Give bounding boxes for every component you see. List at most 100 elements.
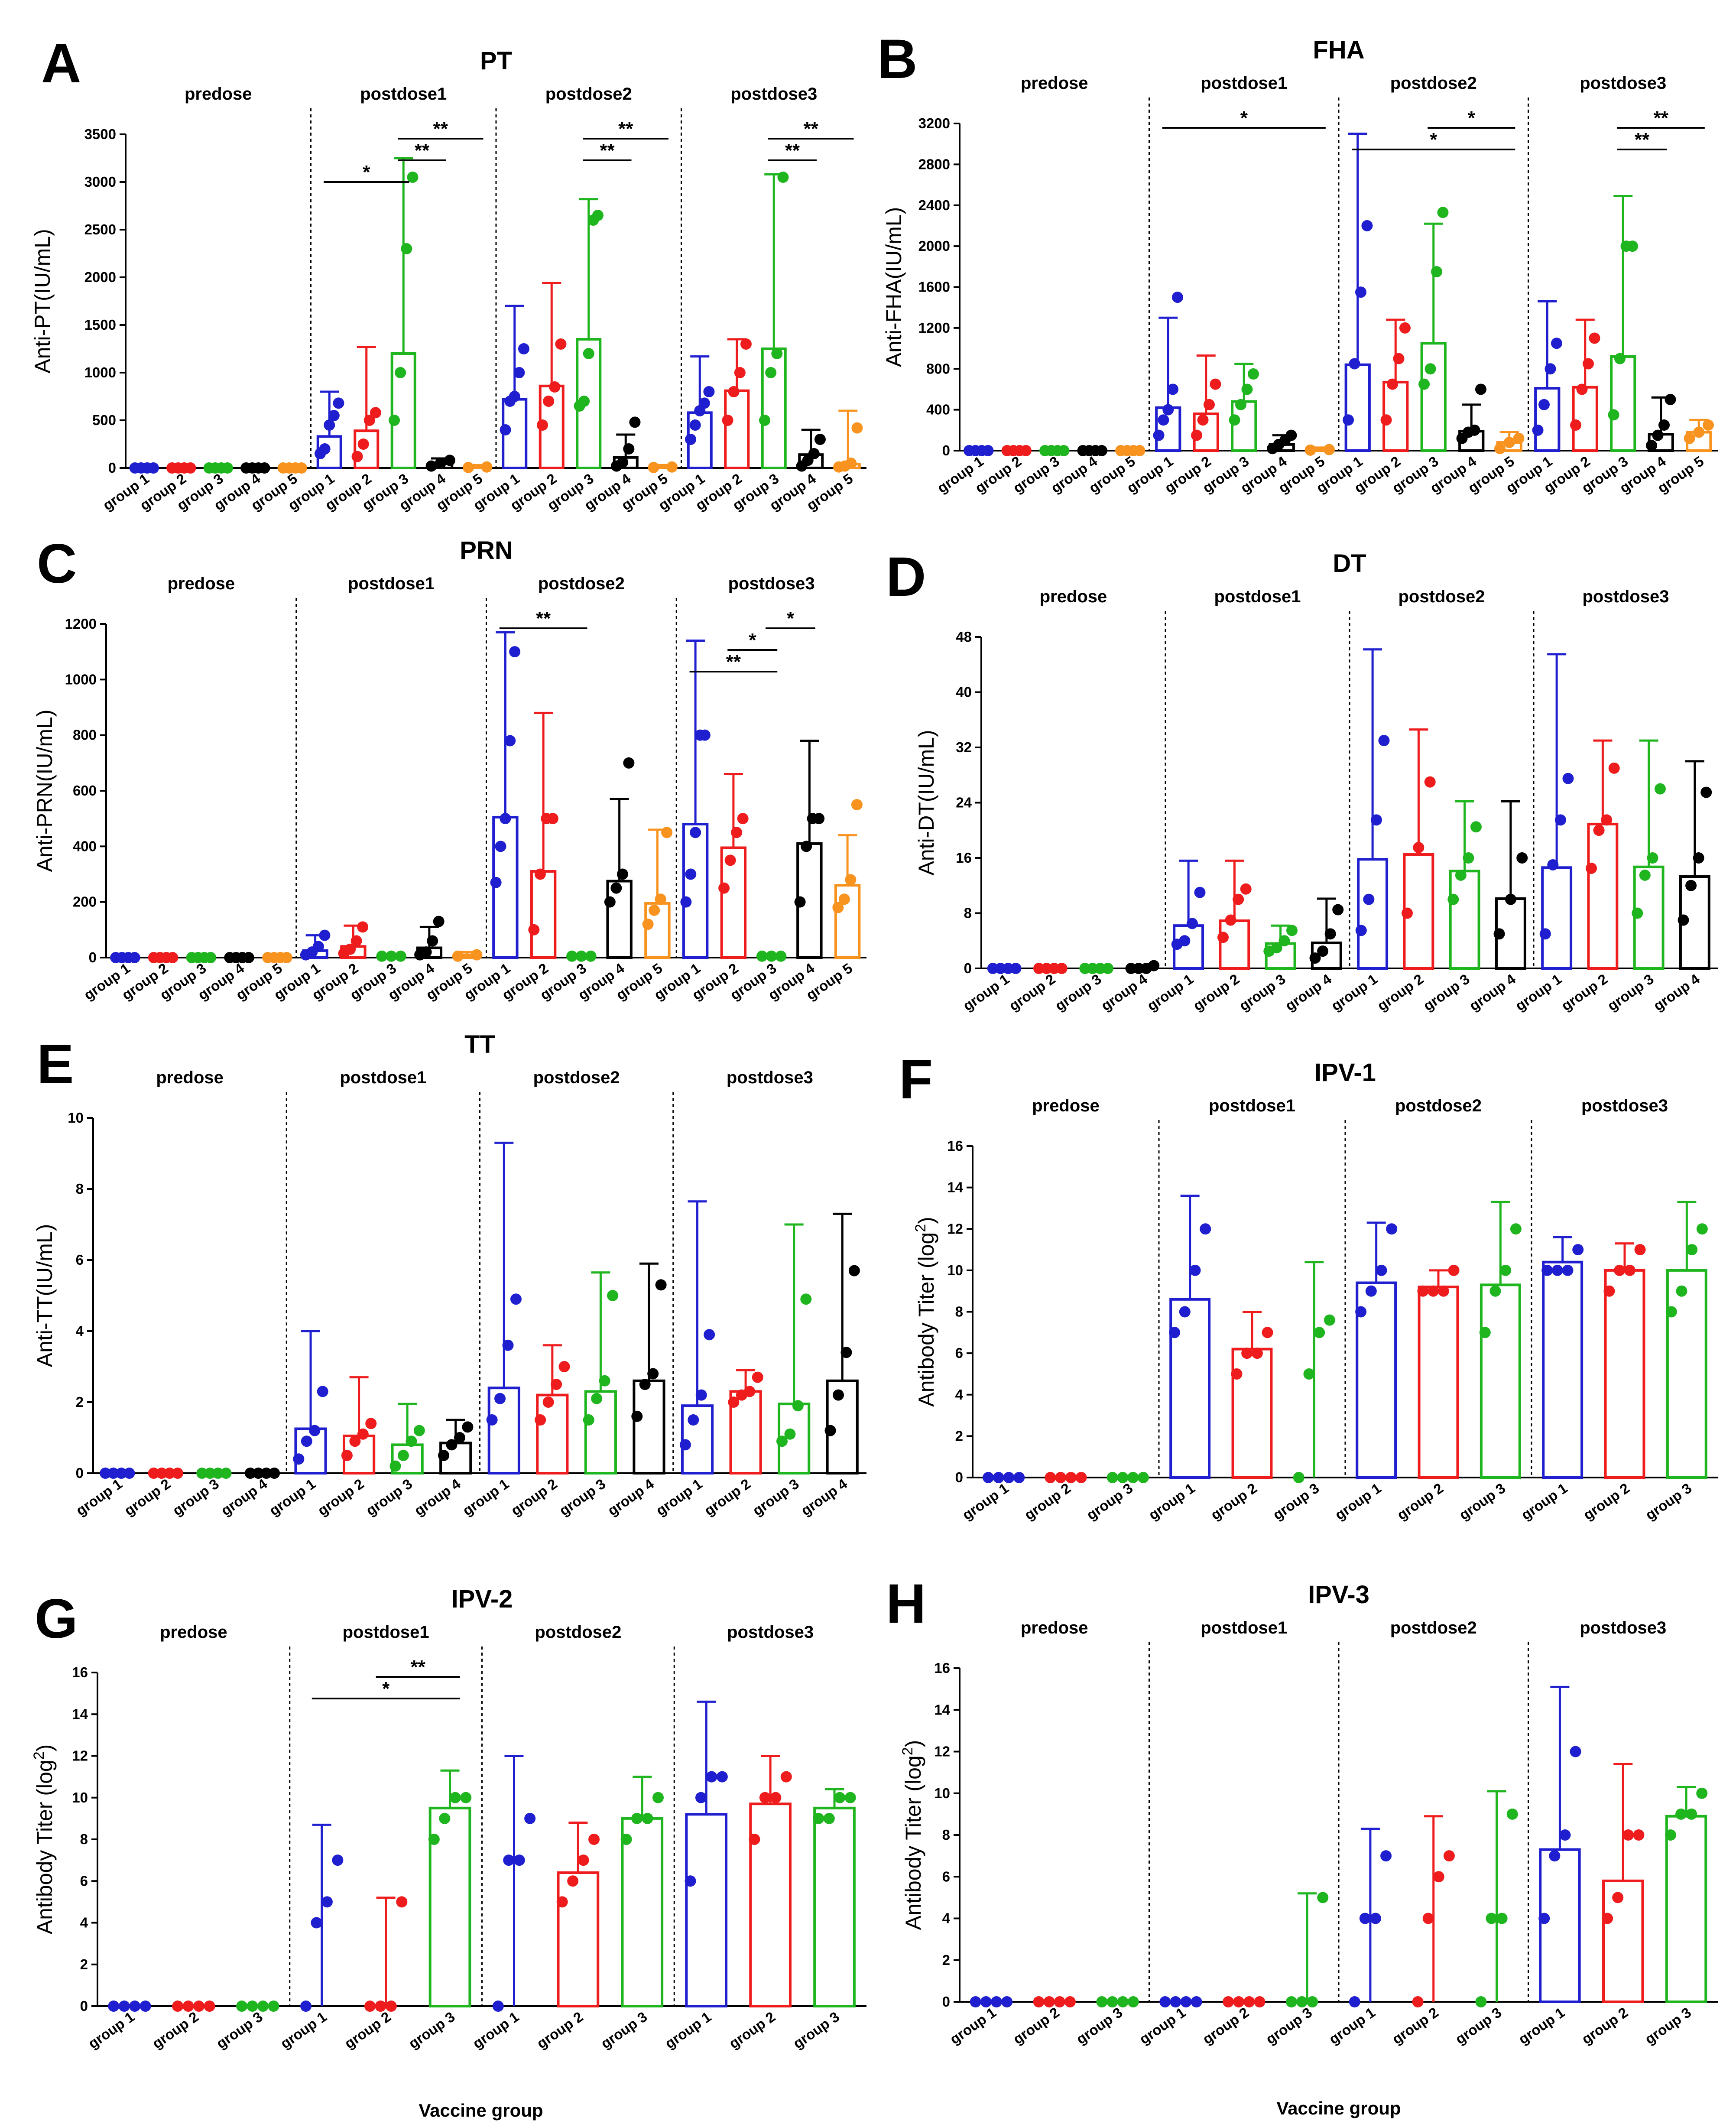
panel-b: B FHA 0 400 800 1200 1600 2000 2400 2800 3200 Anti-… [877, 28, 1718, 496]
y-axis-label-sup: 2 [899, 1747, 916, 1755]
data-point [1469, 424, 1480, 436]
data-point [1470, 821, 1482, 833]
data-point [824, 1425, 836, 1436]
y-tick-label: 4 [80, 1915, 88, 1931]
data-point [1075, 1472, 1087, 1483]
significance-label: * [1240, 107, 1248, 129]
data-point [1003, 1472, 1015, 1483]
y-tick-label: 0 [942, 1994, 950, 2010]
significance-label: ** [600, 140, 615, 161]
data-point [1370, 814, 1382, 826]
x-tick-label: group 4 [1651, 971, 1703, 1014]
data-point [156, 1468, 168, 1479]
data-point [1700, 786, 1712, 798]
data-point [567, 1875, 579, 1887]
significance-label: ** [1654, 107, 1669, 129]
data-point [1054, 1996, 1065, 2007]
data-point [784, 1428, 796, 1440]
panel-e: E TT 0 2 4 6 8 10 Anti-TT(IU/mL) predose postdose1… [32, 1030, 866, 1519]
x-axis-title-left: Vaccine group [419, 2100, 543, 2121]
data-point [1243, 1996, 1255, 2007]
phase-label: postdose2 [1398, 587, 1485, 606]
y-tick-label: 600 [73, 783, 97, 799]
data-point [990, 1996, 1002, 2007]
bar [682, 823, 709, 959]
data-point [1043, 1996, 1055, 2007]
bar [1587, 822, 1619, 970]
data-point [690, 827, 701, 838]
data-point [257, 2001, 269, 2012]
bar [557, 1871, 600, 2007]
y-tick-label: 0 [942, 442, 950, 458]
data-point [357, 1428, 369, 1440]
phase-label: postdose2 [545, 84, 632, 104]
y-axis-label: Anti-PT(IU/mL) [30, 229, 55, 373]
y-axis-label-end: ) [32, 1744, 57, 1752]
x-tick-label: group 3 [1236, 971, 1288, 1014]
y-tick-label: 2 [76, 1394, 84, 1410]
x-tick-label: group 1 [1515, 2004, 1567, 2047]
x-tick-label: group 3 [1263, 2004, 1315, 2047]
data-point [1422, 1913, 1434, 1924]
data-point [1159, 1996, 1171, 2007]
data-point [993, 1472, 1004, 1483]
data-point [1399, 322, 1411, 334]
panel-title: DT [1333, 549, 1366, 578]
y-tick-label: 16 [956, 850, 972, 866]
data-point [395, 367, 406, 378]
data-point [204, 2001, 215, 2012]
data-point [648, 461, 659, 473]
x-tick-label: group 4 [218, 1475, 270, 1519]
y-tick-label: 1600 [918, 279, 950, 295]
data-point [1633, 1829, 1645, 1841]
bar [1449, 870, 1480, 970]
data-point [1505, 893, 1516, 905]
data-point [1137, 1472, 1149, 1483]
data-point [333, 397, 344, 409]
data-point [495, 841, 506, 852]
data-point [351, 451, 363, 462]
y-axis-label-sup: 2 [912, 1224, 929, 1232]
phase-label: predose [185, 84, 252, 104]
data-point [1646, 440, 1658, 451]
y-tick-label: 6 [76, 1252, 84, 1268]
panel-letter: G [35, 1588, 78, 1650]
data-point [396, 1896, 408, 1908]
phase-label: postdose1 [343, 1623, 429, 1642]
data-point [1324, 1314, 1335, 1326]
data-point [341, 1450, 353, 1461]
data-point [386, 950, 397, 962]
data-point [1241, 383, 1253, 395]
data-point [1058, 445, 1070, 456]
data-point [731, 827, 743, 838]
data-point [328, 410, 340, 421]
data-point [1693, 426, 1705, 438]
data-point [513, 367, 525, 378]
x-tick-label: group 1 [1144, 971, 1196, 1014]
data-point [679, 1439, 691, 1451]
data-point [535, 1414, 546, 1426]
data-point [1293, 1472, 1304, 1483]
data-point [1127, 1996, 1139, 2007]
bar [1357, 858, 1389, 970]
data-point [269, 1468, 280, 1479]
data-point [695, 1389, 707, 1401]
data-point [1106, 1472, 1118, 1483]
data-point [513, 1854, 525, 1866]
data-point [1479, 1327, 1491, 1338]
data-point [813, 813, 825, 825]
y-tick-label: 16 [72, 1664, 88, 1680]
data-point [801, 841, 812, 852]
x-tick-label: group 2 [508, 1475, 560, 1519]
data-point [444, 455, 455, 466]
panel-title: PRN [460, 536, 513, 565]
x-tick-label: group 3 [790, 2008, 842, 2052]
significance-label: ** [804, 118, 819, 140]
x-tick-label: group 1 [1326, 2004, 1378, 2047]
data-point [524, 1812, 536, 1824]
data-point [1186, 918, 1198, 929]
data-point [1343, 414, 1354, 426]
data-point [1582, 358, 1594, 370]
data-point [1045, 1472, 1056, 1483]
data-point [698, 397, 710, 409]
